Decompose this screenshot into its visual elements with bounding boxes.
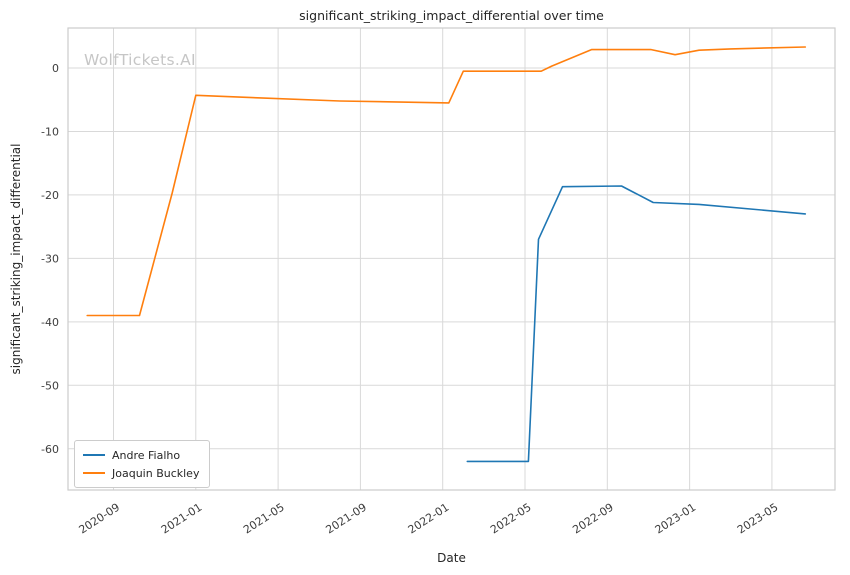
x-tick-label: 2022-05 <box>488 501 534 537</box>
y-tick-label: -30 <box>41 252 59 265</box>
chart-title: significant_striking_impact_differential… <box>299 8 604 23</box>
legend-label: Andre Fialho <box>112 448 181 462</box>
plot-border <box>67 27 836 491</box>
x-tick-label: 2021-01 <box>159 501 205 537</box>
x-tick-label: 2023-05 <box>735 501 781 537</box>
x-tick-label: 2021-09 <box>323 501 369 537</box>
y-axis-label: significant_striking_impact_differential <box>9 143 23 375</box>
watermark: WolfTickets.AI <box>84 51 196 69</box>
y-tick-label: -60 <box>41 443 59 456</box>
x-tick-label: 2022-09 <box>570 501 616 537</box>
legend: Andre Fialho Joaquin Buckley <box>74 440 211 488</box>
y-tick-label: -40 <box>41 316 59 329</box>
series-line-joaquin-buckley <box>86 46 807 317</box>
legend-label: Joaquin Buckley <box>112 466 200 480</box>
series-line-andre-fialho <box>466 185 807 463</box>
legend-item: Andre Fialho <box>83 446 199 464</box>
x-tick-label: 2020-09 <box>76 501 122 537</box>
x-tick-label: 2023-01 <box>653 501 699 537</box>
x-tick-label: 2021-05 <box>241 501 287 537</box>
legend-item: Joaquin Buckley <box>83 464 199 482</box>
x-axis-label: Date <box>437 551 466 565</box>
y-tick-label: -20 <box>41 189 59 202</box>
y-tick-label: 0 <box>52 62 59 75</box>
legend-line-swatch <box>83 454 105 456</box>
x-tick-label: 2022-01 <box>406 501 452 537</box>
y-tick-label: -50 <box>41 379 59 392</box>
legend-line-swatch <box>83 472 105 474</box>
y-tick-label: -10 <box>41 125 59 138</box>
